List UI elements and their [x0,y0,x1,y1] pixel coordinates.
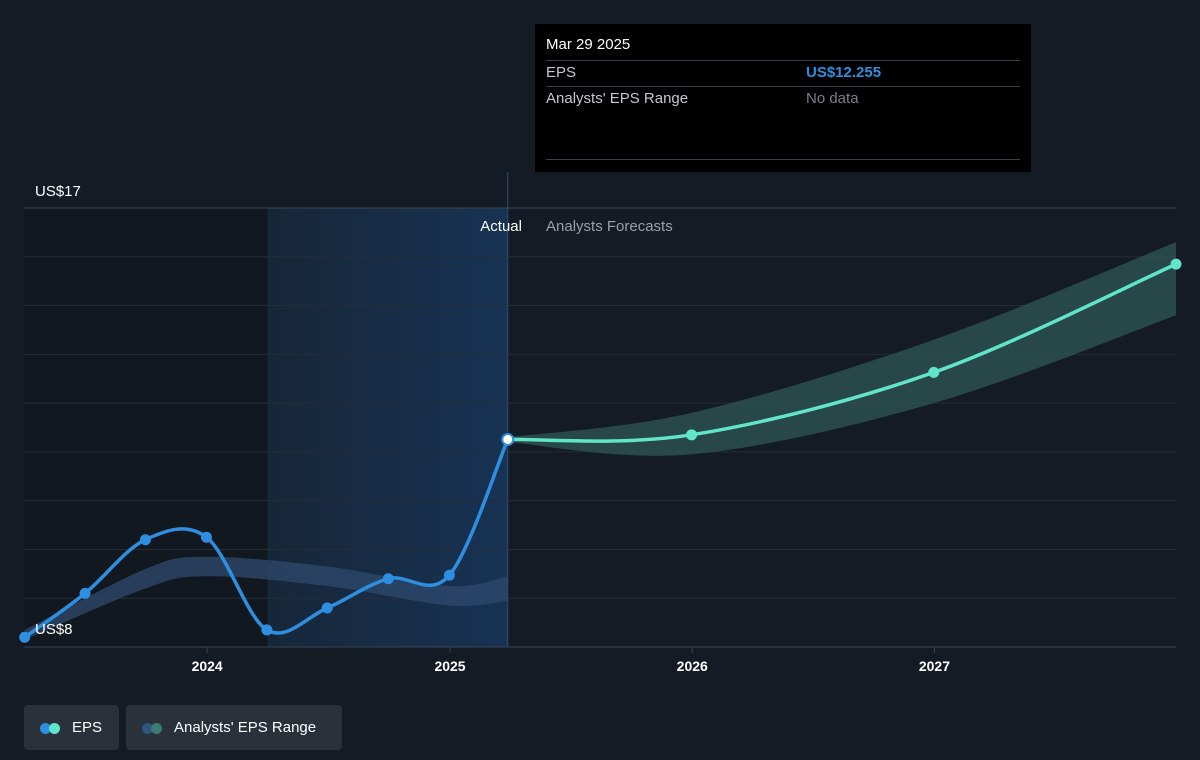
eps-point [443,569,455,581]
tooltip-range-value: No data [806,90,859,107]
x-tick-label: 2027 [919,658,950,674]
eps-point [1170,258,1182,270]
eps-points [19,258,1182,643]
tooltip-eps-label: EPS [546,64,577,81]
eps-line [506,262,1178,443]
x-tick-label: 2024 [192,658,223,674]
range-forecast-dot-icon [151,723,162,734]
tooltip-row-eps: EPS US$12.255 [546,60,1020,86]
actual-label: Actual [480,218,522,235]
forecast-label: Analysts Forecasts [546,218,673,235]
tooltip: Mar 29 2025 EPS US$12.255 Analysts' EPS … [535,24,1031,172]
x-tick-label: 2025 [434,658,465,674]
x-axis-ticks: 2024 2025 2026 2027 [192,647,950,674]
eps-point [321,602,333,614]
eps-past-dot-icon [40,723,51,734]
legend-range-label: Analysts' EPS Range [174,719,317,736]
eps-point [382,573,394,585]
eps-point [200,531,212,543]
eps-point [79,587,91,599]
eps-point [261,624,273,636]
eps-highlight-point [501,432,515,446]
eps-point [928,366,940,378]
tooltip-range-label: Analysts' EPS Range [546,90,689,107]
eps-point [19,631,31,643]
eps-range-band [507,242,1176,456]
tooltip-eps-value: US$12.255 [806,64,882,81]
eps-forecast-dot-icon [49,723,60,734]
y-axis-bottom-label: US$8 [35,621,73,638]
tooltip-date: Mar 29 2025 [546,36,631,53]
x-tick-label: 2026 [677,658,708,674]
legend-eps-label: EPS [72,719,103,736]
eps-point [686,429,698,441]
tooltip-divider [546,159,1020,160]
legend-eps-button[interactable]: EPS [24,705,119,750]
eps-chart: US$17 US$8 Actual Analysts Forecasts 202… [19,172,1182,674]
range-past-dot-icon [142,723,153,734]
y-axis-top-label: US$17 [35,183,81,200]
eps-point [139,534,151,546]
tooltip-row-range: Analysts' EPS Range No data [546,86,1020,112]
legend-range-button[interactable]: Analysts' EPS Range [126,705,342,750]
